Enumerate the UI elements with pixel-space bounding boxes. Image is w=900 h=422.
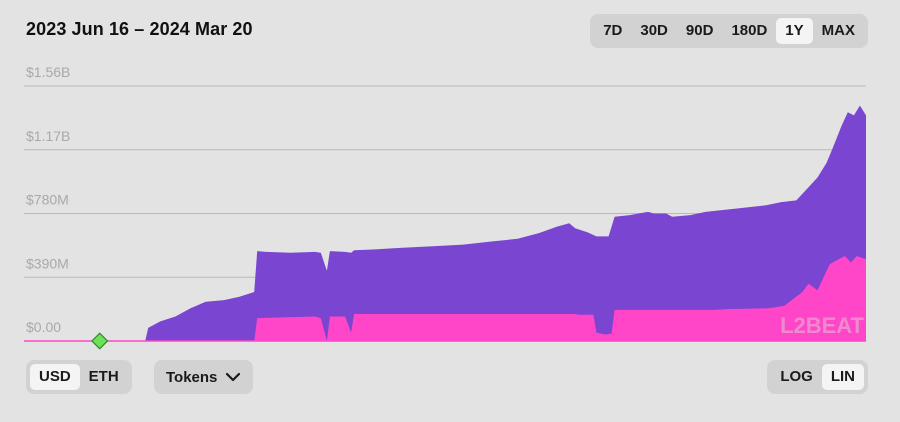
usd-button[interactable]: USD [30, 364, 80, 390]
range-1y-button[interactable]: 1Y [776, 18, 813, 44]
series-area-total [24, 105, 866, 341]
l2beat-watermark: L2BEAT [780, 313, 864, 338]
time-range-selector: 7D 30D 90D 180D 1Y MAX [590, 14, 868, 48]
linear-scale-button[interactable]: LIN [821, 364, 864, 390]
range-90d-button[interactable]: 90D [685, 22, 714, 39]
y-tick-label: $1.56B [26, 64, 70, 80]
range-7d-button[interactable]: 7D [603, 22, 623, 39]
milestone-marker[interactable] [91, 332, 109, 350]
tokens-dropdown-button[interactable]: Tokens [154, 360, 254, 394]
y-tick-label: $390M [26, 255, 69, 271]
range-max-button[interactable]: MAX [821, 22, 855, 39]
eth-button[interactable]: ETH [88, 368, 119, 385]
tokens-label: Tokens [166, 368, 218, 386]
chart-markers [91, 332, 109, 350]
scale-selector: LOG LIN [767, 360, 868, 394]
currency-selector: USD ETH [26, 360, 132, 394]
y-tick-label: $0.00 [26, 319, 61, 335]
y-tick-label: $1.17B [26, 128, 70, 144]
y-axis-labels: $0.00 $390M $780M $1.17B $1.56B [26, 64, 70, 335]
log-scale-button[interactable]: LOG [780, 368, 813, 385]
range-180d-button[interactable]: 180D [731, 22, 768, 39]
series-area-pink [24, 256, 866, 341]
chevron-down-icon [226, 372, 241, 382]
y-tick-label: $780M [26, 192, 69, 208]
series-areas [24, 105, 866, 342]
range-30d-button[interactable]: 30D [640, 22, 668, 39]
date-range-title: 2023 Jun 16 – 2024 Mar 20 [26, 19, 253, 39]
